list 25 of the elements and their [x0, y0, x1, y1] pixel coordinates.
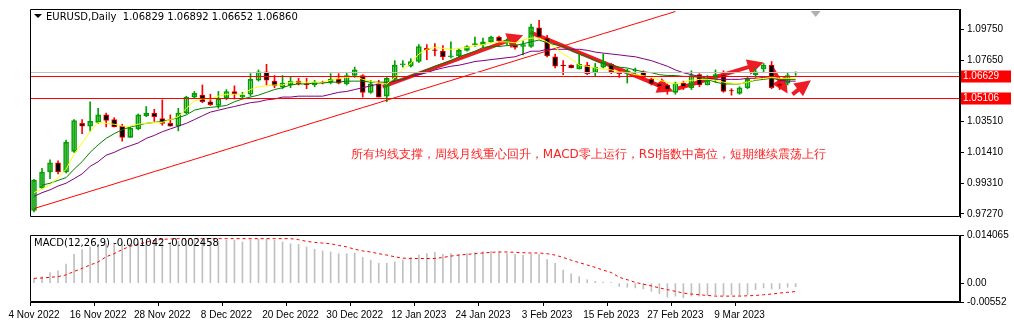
- x-tick-label: 9 Mar 2023: [714, 308, 766, 320]
- y-tick-label: 1.07650: [967, 54, 1004, 66]
- x-tick-label: 4 Nov 2022: [8, 308, 61, 320]
- x-tick-label: 28 Nov 2022: [133, 308, 192, 320]
- y-tick-label: 0.99310: [967, 177, 1004, 189]
- y-tick-label: 1.01410: [967, 146, 1004, 158]
- y-tick-label: 0.014065: [967, 228, 1010, 240]
- ref-line-label: 1.06629: [963, 70, 1000, 82]
- annotation: 所有均线支撑，周线月线重心回升，MACD零上运行，RSI指数中高位，短期继续震荡上行: [350, 146, 827, 161]
- x-tick-label: 24 Jan 2023: [455, 308, 511, 320]
- x-tick-label: 30 Dec 2022: [326, 308, 384, 320]
- y-tick-label: 1.03510: [967, 115, 1004, 127]
- x-tick-label: 16 Nov 2022: [69, 308, 127, 320]
- chart-title: EURUSD,Daily 1.06829 1.06892 1.06652 1.06860: [46, 10, 298, 22]
- y-tick-label: 0.00: [967, 276, 987, 288]
- x-tick-label: 12 Jan 2023: [391, 308, 447, 320]
- x-tick-label: 27 Feb 2023: [647, 308, 704, 320]
- x-tick-label: 8 Dec 2022: [200, 308, 253, 320]
- y-tick-label: -0.00552: [967, 295, 1007, 307]
- x-tick-label: 20 Dec 2022: [262, 308, 320, 320]
- x-tick-label: 3 Feb 2023: [521, 308, 573, 320]
- ref-line-label: 1.05106: [963, 92, 1000, 104]
- y-tick-label: 0.97270: [967, 207, 1004, 219]
- y-tick-label: 1.09750: [967, 23, 1004, 35]
- x-tick-label: 15 Feb 2023: [583, 308, 640, 320]
